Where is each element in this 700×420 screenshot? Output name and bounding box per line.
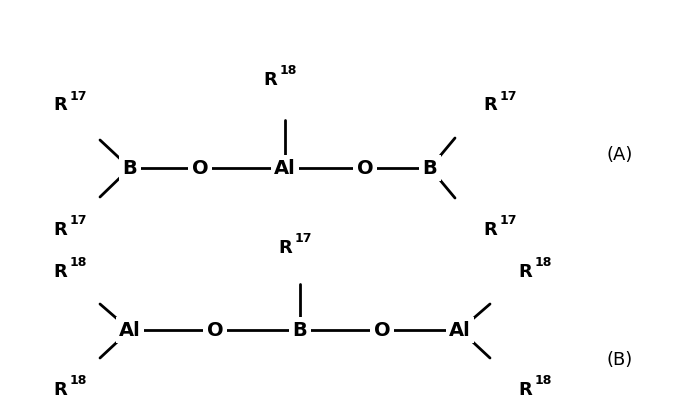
Text: O: O (374, 320, 391, 339)
Text: 17: 17 (295, 233, 312, 246)
Text: B: B (423, 158, 438, 178)
Text: 18: 18 (70, 375, 88, 388)
Text: B: B (293, 320, 307, 339)
Text: 18: 18 (70, 257, 88, 270)
Text: R: R (278, 239, 292, 257)
Text: R: R (518, 263, 532, 281)
Text: Al: Al (119, 320, 141, 339)
Text: 17: 17 (70, 215, 88, 228)
Text: (B): (B) (607, 351, 633, 369)
Text: O: O (206, 320, 223, 339)
Text: 18: 18 (535, 257, 552, 270)
Text: R: R (53, 221, 67, 239)
Text: 17: 17 (500, 89, 517, 102)
Text: B: B (122, 158, 137, 178)
Text: R: R (483, 96, 497, 114)
Text: R: R (483, 221, 497, 239)
Text: 17: 17 (70, 89, 88, 102)
Text: 18: 18 (535, 375, 552, 388)
Text: R: R (53, 263, 67, 281)
Text: R: R (53, 381, 67, 399)
Text: Al: Al (449, 320, 471, 339)
Text: R: R (263, 71, 277, 89)
Text: O: O (357, 158, 373, 178)
Text: (A): (A) (607, 146, 634, 164)
Text: R: R (518, 381, 532, 399)
Text: Al: Al (274, 158, 296, 178)
Text: O: O (192, 158, 209, 178)
Text: R: R (53, 96, 67, 114)
Text: 17: 17 (500, 215, 517, 228)
Text: 18: 18 (280, 65, 298, 78)
